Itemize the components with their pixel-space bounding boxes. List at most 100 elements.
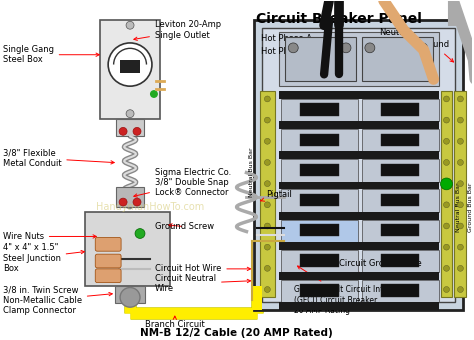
Circle shape bbox=[264, 266, 270, 271]
Circle shape bbox=[135, 228, 145, 238]
Bar bbox=[253, 286, 263, 310]
Bar bbox=[381, 103, 419, 116]
Bar bbox=[116, 119, 144, 136]
Circle shape bbox=[457, 202, 464, 208]
Circle shape bbox=[264, 117, 270, 123]
Bar bbox=[281, 159, 358, 182]
Bar bbox=[301, 224, 339, 236]
Bar bbox=[281, 280, 358, 302]
Bar bbox=[301, 285, 339, 297]
Circle shape bbox=[444, 202, 449, 208]
Text: Circuit Breaker Panel: Circuit Breaker Panel bbox=[256, 13, 422, 27]
Bar bbox=[362, 220, 438, 242]
Circle shape bbox=[444, 138, 449, 144]
Bar bbox=[279, 302, 438, 310]
Text: NM-B 12/2 Cable (20 AMP Rated): NM-B 12/2 Cable (20 AMP Rated) bbox=[140, 328, 333, 338]
Circle shape bbox=[444, 159, 449, 165]
Bar bbox=[362, 99, 438, 121]
Bar bbox=[381, 254, 419, 267]
Circle shape bbox=[457, 287, 464, 292]
Circle shape bbox=[418, 43, 428, 53]
Circle shape bbox=[126, 21, 134, 29]
Text: Branch Circuit: Branch Circuit bbox=[145, 316, 205, 329]
Circle shape bbox=[119, 198, 127, 206]
Bar bbox=[362, 250, 438, 272]
Bar bbox=[362, 37, 433, 81]
Bar bbox=[301, 254, 339, 267]
Circle shape bbox=[457, 96, 464, 102]
Bar bbox=[362, 280, 438, 302]
Text: Hot Phase A: Hot Phase A bbox=[261, 34, 312, 42]
Bar bbox=[279, 212, 438, 220]
Circle shape bbox=[444, 244, 449, 250]
Bar bbox=[281, 250, 358, 272]
FancyBboxPatch shape bbox=[95, 269, 121, 283]
Circle shape bbox=[264, 159, 270, 165]
Text: Neutral Bus Bar: Neutral Bus Bar bbox=[456, 182, 461, 232]
Text: 4" x 4" x 1.5"
Steel Junction
Box: 4" x 4" x 1.5" Steel Junction Box bbox=[3, 243, 84, 273]
Bar bbox=[285, 37, 356, 81]
Circle shape bbox=[457, 244, 464, 250]
Bar bbox=[301, 103, 339, 116]
Circle shape bbox=[264, 181, 270, 187]
Bar bbox=[281, 189, 358, 212]
Circle shape bbox=[457, 266, 464, 271]
Circle shape bbox=[264, 244, 270, 250]
Circle shape bbox=[133, 198, 141, 206]
Text: Circuit Ground Wire: Circuit Ground Wire bbox=[339, 259, 422, 279]
Bar bbox=[115, 286, 145, 303]
Circle shape bbox=[457, 117, 464, 123]
Text: Single Gang
Steel Box: Single Gang Steel Box bbox=[3, 45, 100, 64]
Text: Circuit Hot Wire: Circuit Hot Wire bbox=[155, 265, 251, 273]
Bar bbox=[381, 134, 419, 146]
Circle shape bbox=[444, 181, 449, 187]
Bar bbox=[279, 242, 438, 250]
Circle shape bbox=[264, 138, 270, 144]
FancyBboxPatch shape bbox=[95, 254, 121, 268]
Bar bbox=[120, 59, 140, 73]
Circle shape bbox=[457, 138, 464, 144]
Circle shape bbox=[264, 223, 270, 229]
Bar bbox=[85, 212, 170, 286]
Text: Ground Bus Bar: Ground Bus Bar bbox=[468, 182, 473, 232]
Circle shape bbox=[108, 43, 152, 86]
Text: Sigma Electric Co.
3/8" Double Snap
Lock® Connector: Sigma Electric Co. 3/8" Double Snap Lock… bbox=[134, 168, 231, 197]
Text: Hot Phase B: Hot Phase B bbox=[261, 47, 312, 56]
Circle shape bbox=[444, 117, 449, 123]
Circle shape bbox=[440, 178, 453, 190]
Bar bbox=[100, 20, 160, 119]
Circle shape bbox=[444, 266, 449, 271]
Circle shape bbox=[444, 287, 449, 292]
Bar bbox=[381, 285, 419, 297]
Circle shape bbox=[126, 110, 134, 118]
Bar bbox=[279, 91, 438, 99]
Text: 3/8" Flexible
Metal Conduit: 3/8" Flexible Metal Conduit bbox=[3, 148, 114, 168]
Circle shape bbox=[264, 96, 270, 102]
Bar bbox=[281, 99, 358, 121]
Bar bbox=[281, 129, 358, 151]
Text: 3/8 in. Twin Screw
Non-Metallic Cable
Clamp Connector: 3/8 in. Twin Screw Non-Metallic Cable Cl… bbox=[3, 285, 112, 315]
Bar bbox=[281, 220, 358, 242]
Text: Ground Fault Circuit Interrupt
(GFCI) Circuit Breaker
20 AMP Rating: Ground Fault Circuit Interrupt (GFCI) Ci… bbox=[294, 266, 407, 315]
Bar bbox=[263, 28, 456, 302]
Bar bbox=[301, 194, 339, 206]
Circle shape bbox=[457, 223, 464, 229]
Circle shape bbox=[341, 43, 351, 53]
Bar bbox=[455, 91, 466, 298]
Text: Circuit Neutral
Wire: Circuit Neutral Wire bbox=[155, 274, 251, 293]
Bar bbox=[301, 134, 339, 146]
Text: Ground: Ground bbox=[419, 40, 454, 62]
Bar bbox=[381, 194, 419, 206]
Bar bbox=[440, 91, 453, 298]
Bar bbox=[362, 189, 438, 212]
Bar bbox=[279, 182, 438, 189]
Text: Pigtail: Pigtail bbox=[261, 190, 292, 201]
Text: Neutral: Neutral bbox=[363, 28, 410, 47]
Bar bbox=[260, 91, 275, 298]
Text: Neutral Bus Bar: Neutral Bus Bar bbox=[249, 148, 254, 198]
Circle shape bbox=[444, 96, 449, 102]
Circle shape bbox=[120, 288, 140, 307]
Circle shape bbox=[457, 181, 464, 187]
Bar bbox=[116, 187, 144, 207]
Circle shape bbox=[133, 128, 141, 135]
